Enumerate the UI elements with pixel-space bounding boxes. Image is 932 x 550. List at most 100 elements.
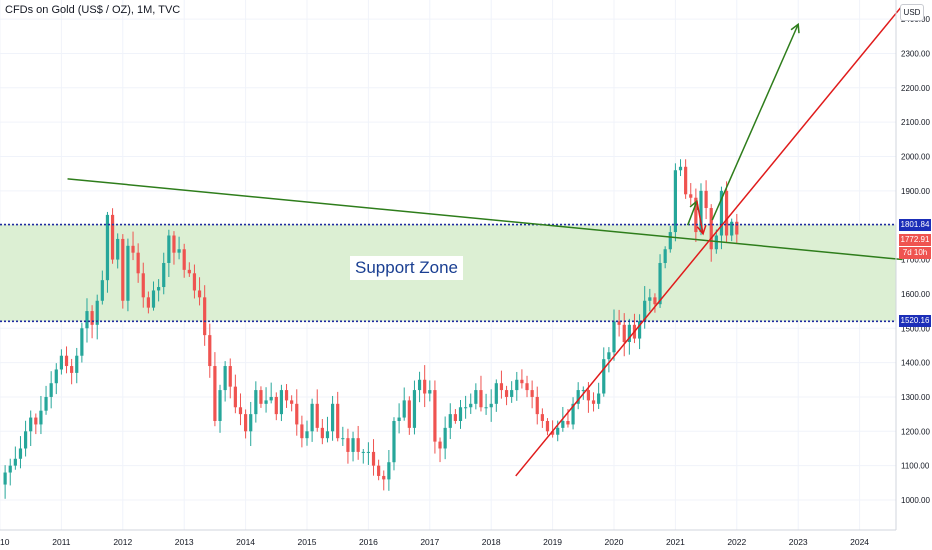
candle-body <box>259 390 263 404</box>
x-tick-label: 2021 <box>666 537 685 547</box>
y-tick-label: 1600.00 <box>901 290 930 299</box>
candle-body <box>607 352 611 360</box>
candle-body <box>70 366 74 373</box>
red-arrow-shaft <box>696 201 704 234</box>
candle-body <box>571 403 575 425</box>
candle-body <box>228 366 232 387</box>
candle-body <box>704 190 708 209</box>
candle-body <box>637 321 642 339</box>
y-tick-label: 1700.00 <box>901 256 930 265</box>
candle-body <box>192 273 197 291</box>
candle-body <box>356 438 360 452</box>
candle-body <box>361 451 365 453</box>
candle-body <box>244 414 248 432</box>
candle-body <box>182 249 186 270</box>
candle-body <box>494 383 498 404</box>
last-price-tag: 1772.91 <box>899 234 931 246</box>
candle-body <box>724 190 729 236</box>
candle-body <box>474 390 478 404</box>
candle-body <box>64 355 69 367</box>
x-tick-label: 2022 <box>727 537 746 547</box>
candle-body <box>545 420 550 432</box>
candle-body <box>203 297 207 336</box>
candle-body <box>44 396 48 411</box>
candle-body <box>254 390 258 415</box>
candle-body <box>13 458 17 466</box>
candle-body <box>162 262 166 288</box>
x-tick-label: 2015 <box>298 537 317 547</box>
candle-body <box>95 300 99 325</box>
candle-body <box>443 427 447 449</box>
candle-body <box>223 366 227 391</box>
chart-title: CFDs on Gold (US$ / OZ), 1M, TVC <box>5 4 181 16</box>
candle-body <box>586 390 591 401</box>
forecast-arrows[interactable] <box>686 22 800 236</box>
candle-body <box>458 407 463 421</box>
candle-body <box>469 403 473 408</box>
x-tick-label: 2012 <box>113 537 132 547</box>
candle-body <box>602 359 606 394</box>
candle-body <box>499 383 504 391</box>
candle-body <box>673 170 677 233</box>
candle-body <box>233 386 237 408</box>
candle-body <box>709 208 713 250</box>
candle-body <box>366 451 370 453</box>
x-tick-label: 2017 <box>420 537 439 547</box>
candle-body <box>464 407 468 409</box>
y-tick-label: 2300.00 <box>901 49 930 58</box>
candle-body <box>535 396 539 415</box>
candle-body <box>34 417 38 425</box>
candle-body <box>264 400 268 404</box>
candle-body <box>520 379 524 384</box>
candle-body <box>678 166 683 171</box>
candle-body <box>284 390 289 401</box>
green-trendline <box>67 178 903 261</box>
candle-body <box>392 420 396 463</box>
candle-body <box>315 403 319 428</box>
candle-body <box>371 451 376 466</box>
candle-body <box>23 431 28 449</box>
trendlines[interactable] <box>67 4 904 477</box>
candle-body <box>249 414 253 432</box>
candle-body <box>274 396 278 415</box>
candle-body <box>187 269 191 274</box>
candle-body <box>85 311 89 329</box>
candle-body <box>581 390 585 392</box>
y-tick-label: 2000.00 <box>901 153 930 162</box>
candle-body <box>320 427 324 439</box>
candle-body <box>18 448 23 459</box>
y-tick-label: 1200.00 <box>901 427 930 436</box>
candle-body <box>684 166 688 195</box>
y-tick-label: 1300.00 <box>901 393 930 402</box>
candle-body <box>218 390 222 421</box>
horizontal-levels[interactable] <box>0 223 896 323</box>
y-tick-label: 1900.00 <box>901 187 930 196</box>
candle-body <box>382 475 386 480</box>
candle-body <box>80 328 84 356</box>
candle-body <box>540 414 544 421</box>
candle-body <box>668 232 672 250</box>
candle-body <box>54 369 58 384</box>
candle-body <box>433 390 437 442</box>
candle-body <box>131 245 135 253</box>
candle-body <box>75 355 79 373</box>
candle-body <box>269 396 273 401</box>
candle-body <box>663 249 667 263</box>
candle-body <box>300 424 304 439</box>
candle-body <box>479 390 483 408</box>
x-tick-label: 2011 <box>52 537 71 547</box>
x-tick-label: 2010 <box>0 537 10 547</box>
candle-body <box>8 465 12 473</box>
candle-body <box>330 403 335 432</box>
candle-body <box>121 238 125 301</box>
candle-body <box>279 390 284 415</box>
candle-body <box>213 366 217 421</box>
candle-body <box>489 403 493 408</box>
candle-body <box>453 414 457 421</box>
currency-button[interactable]: USD <box>900 4 924 21</box>
y-tick-label: 2200.00 <box>901 84 930 93</box>
x-tick-label: 2023 <box>789 537 808 547</box>
candle-body <box>177 249 181 253</box>
